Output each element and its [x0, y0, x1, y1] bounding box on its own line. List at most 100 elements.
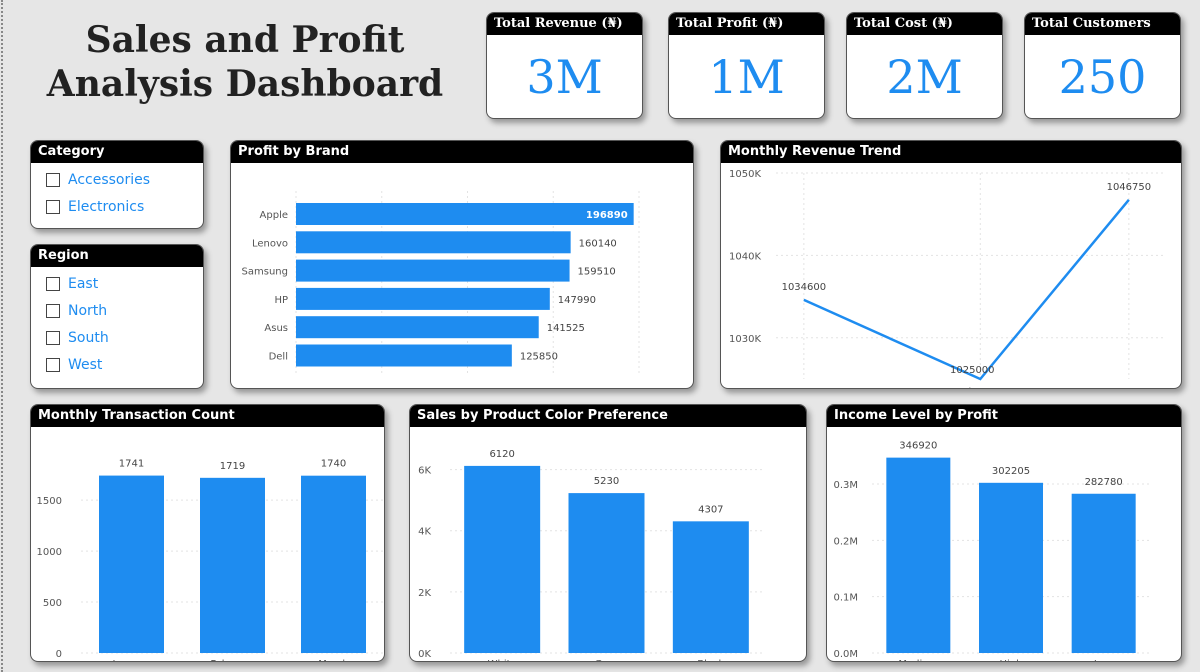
data-label-black: 4307 [698, 504, 723, 515]
kpi-card-total-profit[interactable]: Total Profit (₦) 1M [668, 12, 825, 119]
y-tick-label: 1040K [729, 251, 761, 262]
category-label-february: February [210, 659, 254, 662]
data-label-february: 1719 [220, 461, 245, 472]
y-tick-label: 1030K [729, 334, 761, 345]
slicer-item-label: North [68, 302, 108, 319]
category-slicer-title: Category [31, 141, 203, 163]
chart-title: Income Level by Profit [827, 405, 1181, 427]
category-label-medium: Medium [898, 659, 938, 662]
y-tick-label: 1000 [37, 547, 62, 558]
kpi-label: Total Customers [1025, 13, 1180, 35]
checkbox-icon[interactable] [46, 172, 60, 187]
kpi-card-total-customers[interactable]: Total Customers 250 [1024, 12, 1181, 119]
category-label-march: March [318, 659, 348, 662]
income-level-by-profit-chart: 0.0M 0.1M 0.2M 0.3M 346920 Medium 302205 High 28… [833, 441, 1150, 662]
category-label-black: Black [697, 659, 724, 662]
data-label-gray: 5230 [594, 476, 619, 487]
bar-january [99, 475, 164, 653]
x-tick-label: 150K [540, 387, 566, 389]
y-tick-label: 2K [418, 588, 431, 599]
kpi-value: 250 [1058, 50, 1147, 104]
bar-high [979, 482, 1043, 653]
sales-by-product-color-chart-card: Sales by Product Color Preference 0K 2K 4K… [409, 404, 807, 662]
region-option-east[interactable]: East [31, 270, 203, 297]
category-option-accessories[interactable]: Accessories [31, 166, 203, 193]
kpi-label: Total Cost (₦) [847, 13, 1002, 35]
chart-title: Monthly Revenue Trend [721, 141, 1181, 163]
region-option-west[interactable]: West [31, 351, 203, 378]
bar-white [464, 465, 541, 653]
y-tick-label: 4K [418, 527, 431, 538]
data-label-high: 302205 [992, 466, 1030, 477]
kpi-card-total-revenue[interactable]: Total Revenue (₦) 3M [486, 12, 643, 119]
region-slicer-title: Region [31, 245, 203, 267]
data-label-march: 1740 [321, 459, 346, 470]
x-tick-label: Feb 2023 [957, 387, 1003, 389]
checkbox-icon[interactable] [46, 199, 60, 214]
category-label-january: January [112, 659, 151, 662]
region-option-north[interactable]: North [31, 297, 203, 324]
bar-gray [568, 493, 645, 653]
category-label-samsung: Samsung [242, 267, 288, 278]
y-tick-label: 0.2M [833, 536, 858, 547]
dashboard-title-line2: Analysis Dashboard [46, 63, 444, 105]
bar-black [672, 521, 749, 653]
category-slicer: Category Accessories Electronics [30, 140, 204, 229]
slicer-item-label: West [68, 356, 103, 373]
chart-title: Profit by Brand [231, 141, 693, 163]
data-label-feb-2023: 1025000 [950, 365, 995, 376]
kpi-label: Total Profit (₦) [669, 13, 824, 35]
y-tick-label: 0.1M [833, 593, 858, 604]
data-label-jan-2023: 1034600 [782, 282, 827, 293]
data-label-dell: 125850 [520, 352, 558, 363]
data-label-lenovo: 160140 [579, 238, 617, 249]
chart-title: Monthly Transaction Count [31, 405, 384, 427]
category-label-low: Low [1094, 659, 1114, 662]
category-label-dell: Dell [269, 352, 288, 363]
kpi-value: 1M [708, 50, 785, 104]
category-label-white: White [488, 659, 517, 662]
checkbox-icon[interactable] [46, 276, 60, 291]
x-tick-label: 0K [290, 387, 303, 389]
kpi-card-total-cost[interactable]: Total Cost (₦) 2M [846, 12, 1003, 119]
bar-samsung [296, 259, 570, 282]
kpi-value: 2M [886, 50, 963, 104]
data-label-apple: 196890 [586, 210, 628, 221]
slicer-item-label: Accessories [68, 171, 151, 188]
y-tick-label: 0K [418, 649, 431, 660]
x-tick-label: 50K [372, 387, 392, 389]
x-tick-label: Jan 2023 [781, 387, 826, 389]
page-left-border [1, 0, 3, 672]
category-label-high: High [1000, 659, 1023, 662]
bar-dell [296, 344, 512, 367]
slicer-item-label: Electronics [68, 198, 145, 215]
region-slicer: Region East North South West [30, 244, 204, 389]
sales-by-product-color-chart: 0K 2K 4K 6K 6120 White 5230 Gray 4307 Black [418, 449, 763, 662]
category-label-apple: Apple [260, 210, 288, 221]
bar-hp [296, 287, 550, 310]
profit-by-brand-chart-card: Profit by Brand 0K 50K 100K 150K 200K Apple 19… [230, 140, 694, 389]
data-label-white: 6120 [489, 449, 514, 460]
checkbox-icon[interactable] [46, 303, 60, 318]
y-tick-label: 6K [418, 466, 431, 477]
kpi-label: Total Revenue (₦) [487, 13, 642, 35]
slicer-item-label: East [68, 275, 99, 292]
income-level-by-profit-chart-card: Income Level by Profit 0.0M 0.1M 0.2M 0.3M 3… [826, 404, 1182, 662]
bar-asus [296, 316, 539, 339]
monthly-revenue-trend-chart-card: Monthly Revenue Trend 1030K 1040K 1050K Jan… [720, 140, 1182, 389]
checkbox-icon[interactable] [46, 330, 60, 345]
monthly-transaction-count-chart-card: Monthly Transaction Count 0 500 1000 1500 17… [30, 404, 385, 662]
bar-february [200, 477, 265, 653]
bar-low [1071, 493, 1136, 653]
checkbox-icon[interactable] [46, 357, 60, 372]
kpi-value: 3M [526, 50, 603, 104]
monthly-transaction-count-chart: 0 500 1000 1500 1741 January 1719 February 1740 M… [37, 459, 384, 662]
chart-title: Sales by Product Color Preference [410, 405, 806, 427]
dashboard-title-line1: Sales and Profit [85, 19, 405, 61]
y-tick-label: 1050K [729, 169, 761, 180]
category-label-lenovo: Lenovo [252, 238, 288, 249]
data-label-hp: 147990 [558, 295, 596, 306]
monthly-revenue-trend-chart: 1030K 1040K 1050K Jan 2023 Feb 2023 Mar 2023 1… [729, 169, 1166, 389]
region-option-south[interactable]: South [31, 324, 203, 351]
category-option-electronics[interactable]: Electronics [31, 193, 203, 220]
